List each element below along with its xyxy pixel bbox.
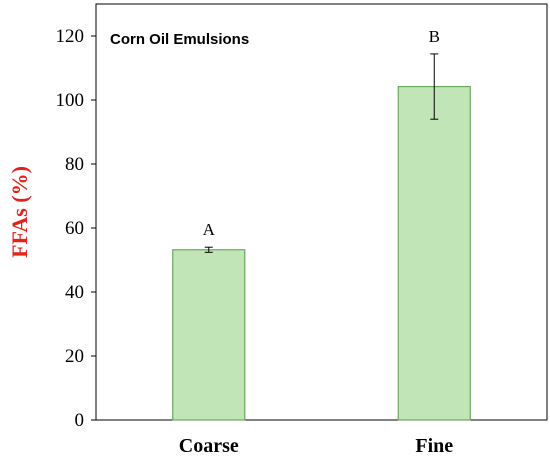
x-axis: Coarse Fine [179,435,453,457]
bar-fine [397,85,471,421]
y-axis: 0 20 40 60 80 100 120 [56,26,96,431]
y-tick-label: 120 [56,26,85,47]
y-tick-label: 20 [65,346,84,367]
x-tick-label: Coarse [179,435,239,457]
plot-border [95,3,548,421]
chart-title: Corn Oil Emulsions [110,31,249,48]
y-axis-label: FFAs (%) [7,166,32,258]
x-tick-label: Fine [415,435,453,457]
y-tick-label: 80 [65,154,84,175]
significance-label: B [429,27,440,46]
bars: AB [172,27,471,421]
y-tick-label: 100 [56,90,85,111]
bar-coarse [172,249,246,421]
significance-label: A [203,220,216,239]
plot-area [95,3,548,421]
y-tick-label: 0 [75,410,85,431]
y-tick-label: 60 [65,218,84,239]
y-tick-label: 40 [65,282,84,303]
